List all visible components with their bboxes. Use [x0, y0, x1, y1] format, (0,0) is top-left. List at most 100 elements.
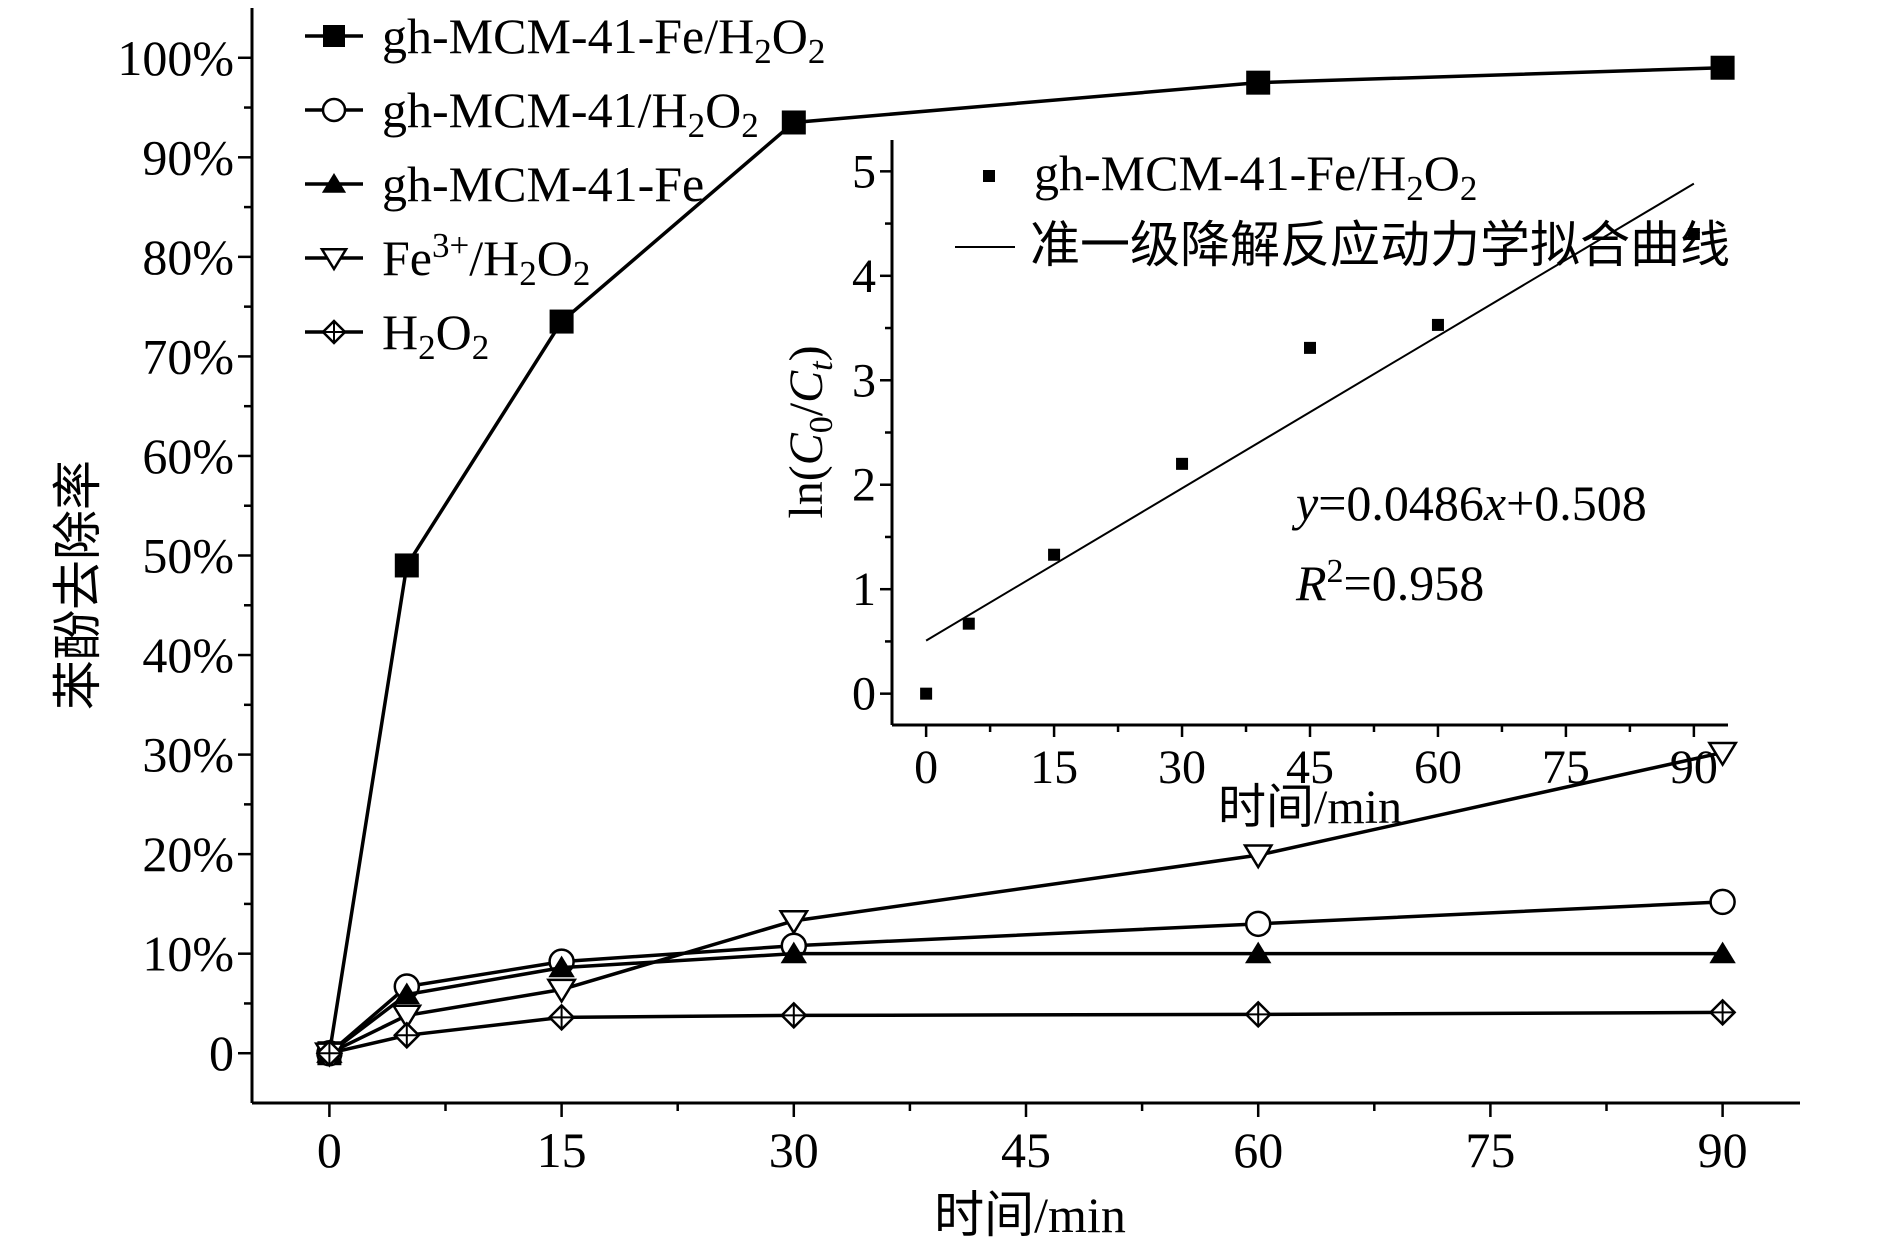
legend-marker-h2o2 — [321, 319, 347, 345]
main-y-tick-label: 80% — [142, 229, 234, 285]
legend-marker-gh-mcm-41-fe — [321, 173, 347, 193]
data-point-gh-mcm-41-fe — [780, 941, 807, 964]
data-point-gh-mcm-41-fe-h2o2 — [1246, 70, 1271, 95]
legend-label-gh-mcm-41-fe-h2o2: gh-MCM-41-Fe/H2O2 — [382, 8, 825, 71]
main-y-axis-title: 苯酚去除率 — [50, 460, 106, 710]
main-legend: gh-MCM-41-Fe/H2O2 gh-MCM-41/H2O2 gh-MCM-41… — [305, 8, 825, 367]
inset-y-tick-label: 4 — [852, 250, 876, 303]
main-ticks: 0 15 30 45 60 75 90010%20%30%40%50%60%70%80%90… — [117, 30, 1747, 1178]
inset-data-point — [1048, 548, 1061, 561]
main-y-tick-label: 0 — [209, 1025, 234, 1081]
data-point-fe3-h2o2 — [778, 909, 810, 936]
inset-x-tick-label: 45 — [1286, 741, 1334, 794]
data-point-gh-mcm-41-fe — [393, 982, 420, 1005]
inset-data-point — [1687, 228, 1700, 241]
data-point-fe3-h2o2 — [1707, 741, 1739, 767]
data-point-gh-mcm-41-fe — [1245, 941, 1272, 964]
series-line-gh-mcm-41-fe-h2o2 — [327, 65, 1723, 1054]
data-point-h2o2 — [1244, 1000, 1272, 1029]
main-y-tick-label: 70% — [142, 328, 234, 384]
inset-x-tick-label: 30 — [1158, 741, 1206, 794]
legend-label-fe3-h2o2: Fe3+/H2O2 — [382, 226, 590, 293]
inset-x-tick-label: 0 — [914, 741, 938, 794]
legend-label-gh-mcm-41-fe: gh-MCM-41-Fe — [382, 156, 704, 212]
main-x-tick-label: 0 — [317, 1122, 342, 1178]
inset-legend-marker-square — [983, 170, 995, 182]
data-point-fe3-h2o2 — [391, 1004, 423, 1030]
main-plot: 0 15 30 45 60 75 90010%20%30%40%50%60%70%80%90… — [50, 8, 1800, 1243]
data-point-gh-mcm-41-fe-h2o2 — [781, 110, 806, 135]
main-x-tick-label: 15 — [537, 1122, 587, 1178]
main-y-tick-label: 20% — [142, 826, 234, 882]
data-point-h2o2 — [1708, 998, 1737, 1027]
inset-y-tick-label: 2 — [852, 459, 876, 512]
legend-label-gh-mcm-41-h2o2: gh-MCM-41/H2O2 — [382, 82, 759, 145]
series-gh-mcm-41-h2o2 — [316, 888, 1736, 1067]
inset-y-tick-label: 5 — [852, 145, 876, 198]
inset-legend-series-label: gh-MCM-41-Fe/H2O2 — [1034, 145, 1477, 208]
data-point-gh-mcm-41-fe-h2o2 — [549, 309, 574, 334]
inset-y-tick-label: 0 — [852, 668, 876, 721]
series-line-gh-mcm-41-fe — [328, 951, 1723, 1055]
inset-y-tick-label: 1 — [852, 563, 876, 616]
legend-item-gh-mcm-41-h2o2: gh-MCM-41/H2O2 — [305, 82, 759, 145]
inset-x-tick-label: 15 — [1030, 741, 1078, 794]
main-y-tick-label: 100% — [117, 30, 234, 86]
main-y-tick-label: 50% — [142, 528, 234, 584]
inset-x-tick-label: 75 — [1542, 741, 1590, 794]
legend-marker-gh-mcm-41-fe-h2o2 — [323, 25, 345, 47]
data-point-gh-mcm-41-h2o2 — [1709, 888, 1736, 916]
legend-marker-fe3-h2o2 — [319, 247, 349, 272]
inset-data-point — [920, 687, 933, 700]
inset-x-axis-title: 时间/min — [1218, 781, 1402, 834]
series-fe3-h2o2 — [313, 741, 1739, 1068]
legend-item-gh-mcm-41-fe-h2o2: gh-MCM-41-Fe/H2O2 — [305, 8, 825, 71]
inset-data-point — [1176, 457, 1189, 470]
data-point-h2o2 — [547, 1003, 576, 1032]
data-point-h2o2 — [393, 1021, 421, 1050]
main-y-tick-label: 30% — [142, 727, 234, 783]
series-h2o2 — [315, 998, 1737, 1067]
inset-fit-r-squared: R2=0.958 — [1295, 553, 1484, 611]
main-series — [313, 55, 1739, 1068]
legend-item-h2o2: H2O2 — [305, 304, 489, 367]
main-x-tick-label: 90 — [1698, 1122, 1748, 1178]
inset-fit-equation: y=0.0486x+0.508 — [1291, 475, 1647, 531]
legend-item-fe3-h2o2: Fe3+/H2O2 — [305, 226, 590, 293]
main-x-tick-label: 45 — [1001, 1122, 1051, 1178]
data-point-h2o2 — [780, 1001, 808, 1030]
legend-marker-gh-mcm-41-h2o2 — [321, 97, 347, 123]
series-line-h2o2 — [329, 1010, 1723, 1055]
data-point-h2o2 — [315, 1039, 344, 1067]
legend-label-h2o2: H2O2 — [382, 304, 489, 367]
main-x-tick-label: 60 — [1233, 1122, 1283, 1178]
main-y-tick-label: 60% — [142, 428, 234, 484]
inset-x-tick-label: 90 — [1670, 741, 1718, 794]
data-point-gh-mcm-41-fe — [548, 955, 575, 978]
series-gh-mcm-41-fe — [316, 941, 1736, 1063]
inset-legend: gh-MCM-41-Fe/H2O2 准一级降解反应动力学拟合曲线 — [955, 145, 1730, 273]
legend-item-gh-mcm-41-fe: gh-MCM-41-Fe — [305, 156, 704, 212]
series-line-gh-mcm-41-h2o2 — [328, 900, 1723, 1055]
inset-y-axis-title: ln(C0/Ct) — [780, 345, 840, 518]
data-point-gh-mcm-41-fe-h2o2 — [1710, 55, 1735, 80]
inset-data-point — [1304, 341, 1316, 354]
inset-x-tick-label: 60 — [1414, 741, 1462, 794]
data-point-gh-mcm-41-h2o2 — [1244, 910, 1272, 938]
main-y-tick-label: 10% — [142, 926, 234, 982]
main-x-tick-label: 75 — [1465, 1122, 1515, 1178]
inset-fit-line — [925, 182, 1695, 642]
inset-y-tick-label: 3 — [852, 354, 876, 407]
data-point-fe3-h2o2 — [1242, 844, 1274, 870]
main-x-axis-title: 时间/min — [934, 1187, 1126, 1243]
series-line-fe3-h2o2 — [328, 750, 1723, 1055]
inset-legend-fit-label: 准一级降解反应动力学拟合曲线 — [1030, 217, 1730, 273]
inset-points — [920, 228, 1700, 700]
data-point-gh-mcm-41-fe — [1709, 941, 1736, 964]
main-y-tick-label: 40% — [142, 627, 234, 683]
inset-data-point — [962, 617, 975, 630]
main-y-tick-label: 90% — [142, 129, 234, 185]
